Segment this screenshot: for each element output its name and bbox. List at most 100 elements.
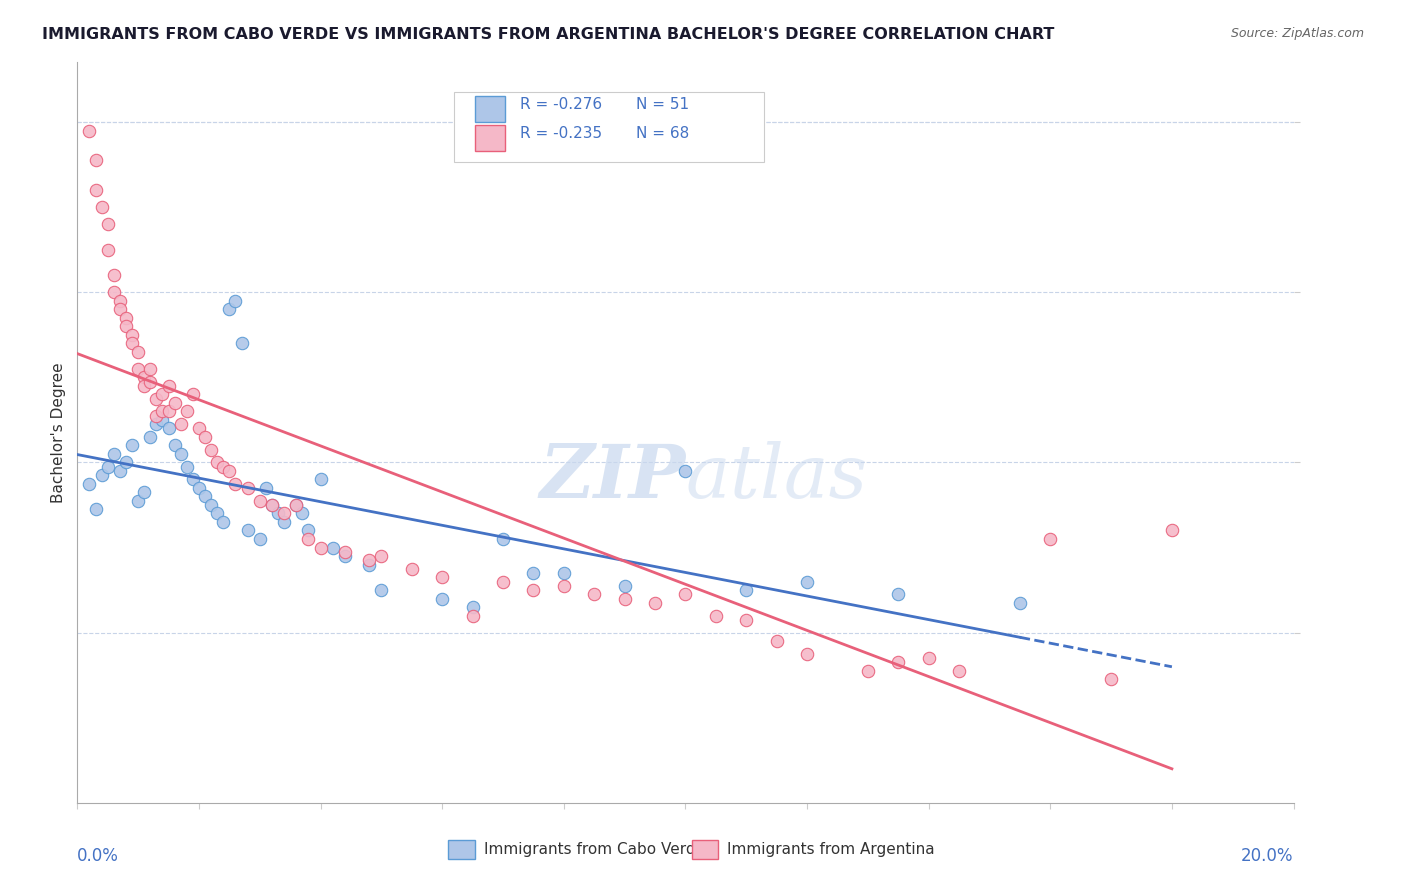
Point: [108, 464, 131, 478]
Text: R = -0.235: R = -0.235: [520, 126, 602, 141]
Point: [613, 591, 636, 606]
Point: [79, 476, 101, 491]
Point: [163, 438, 186, 452]
Point: [218, 464, 240, 478]
Point: [401, 562, 423, 576]
Point: [103, 268, 125, 283]
Point: [765, 634, 787, 648]
Point: [121, 327, 143, 342]
Text: Immigrants from Cabo Verde: Immigrants from Cabo Verde: [484, 842, 704, 857]
Point: [152, 404, 174, 418]
FancyBboxPatch shape: [692, 840, 718, 859]
Point: [309, 472, 332, 486]
Point: [157, 404, 180, 418]
Point: [139, 361, 162, 376]
Point: [370, 549, 392, 563]
Point: [285, 498, 308, 512]
FancyBboxPatch shape: [475, 95, 505, 122]
Point: [1099, 673, 1122, 687]
Point: [291, 507, 314, 521]
Point: [145, 409, 167, 423]
Point: [134, 379, 156, 393]
Point: [461, 608, 484, 623]
Point: [918, 651, 941, 665]
Point: [1039, 532, 1062, 546]
Point: [108, 302, 131, 317]
Point: [224, 476, 246, 491]
Point: [97, 217, 120, 231]
Point: [127, 344, 149, 359]
Point: [108, 293, 131, 308]
Point: [492, 532, 515, 546]
Point: [553, 579, 575, 593]
Point: [522, 566, 544, 580]
Point: [948, 664, 970, 678]
Point: [134, 370, 156, 384]
Point: [121, 438, 143, 452]
Point: [90, 468, 112, 483]
Y-axis label: Bachelor's Degree: Bachelor's Degree: [51, 362, 66, 503]
Text: ZIP: ZIP: [538, 441, 686, 513]
Point: [181, 387, 204, 401]
Point: [522, 582, 544, 597]
Point: [194, 430, 217, 444]
Point: [200, 498, 222, 512]
Point: [84, 153, 107, 168]
Point: [333, 545, 356, 559]
Point: [212, 515, 235, 529]
Point: [796, 574, 818, 589]
Point: [297, 524, 319, 538]
Point: [103, 447, 125, 461]
Point: [152, 413, 174, 427]
Point: [370, 582, 392, 597]
Point: [176, 404, 198, 418]
Point: [181, 472, 204, 486]
Text: Immigrants from Argentina: Immigrants from Argentina: [727, 842, 935, 857]
Point: [856, 664, 879, 678]
Point: [359, 553, 381, 567]
Point: [309, 541, 332, 555]
Point: [333, 549, 356, 563]
Point: [887, 656, 910, 670]
Point: [170, 417, 193, 431]
Point: [644, 596, 666, 610]
Point: [163, 396, 186, 410]
Point: [84, 183, 107, 197]
Point: [267, 507, 290, 521]
Point: [249, 532, 271, 546]
Point: [430, 570, 453, 584]
Point: [461, 600, 484, 615]
FancyBboxPatch shape: [449, 840, 475, 859]
Point: [249, 493, 271, 508]
Point: [1161, 524, 1184, 538]
Point: [260, 498, 283, 512]
Point: [200, 442, 222, 457]
Point: [1008, 596, 1031, 610]
Point: [887, 587, 910, 601]
Point: [224, 293, 246, 308]
Point: [254, 481, 277, 495]
Point: [796, 647, 818, 661]
Point: [84, 502, 107, 516]
Point: [273, 507, 295, 521]
Point: [212, 459, 235, 474]
Point: [139, 375, 162, 389]
Point: [735, 582, 758, 597]
Point: [218, 302, 240, 317]
Point: [139, 430, 162, 444]
Point: [79, 123, 101, 137]
Text: 20.0%: 20.0%: [1241, 847, 1294, 865]
Point: [236, 481, 259, 495]
Point: [675, 587, 697, 601]
Point: [152, 387, 174, 401]
Point: [583, 587, 606, 601]
Point: [430, 591, 453, 606]
Point: [90, 200, 112, 214]
Text: atlas: atlas: [686, 441, 868, 513]
Point: [553, 566, 575, 580]
Point: [170, 447, 193, 461]
Point: [188, 481, 211, 495]
Point: [115, 319, 138, 334]
Point: [735, 613, 758, 627]
Point: [127, 493, 149, 508]
